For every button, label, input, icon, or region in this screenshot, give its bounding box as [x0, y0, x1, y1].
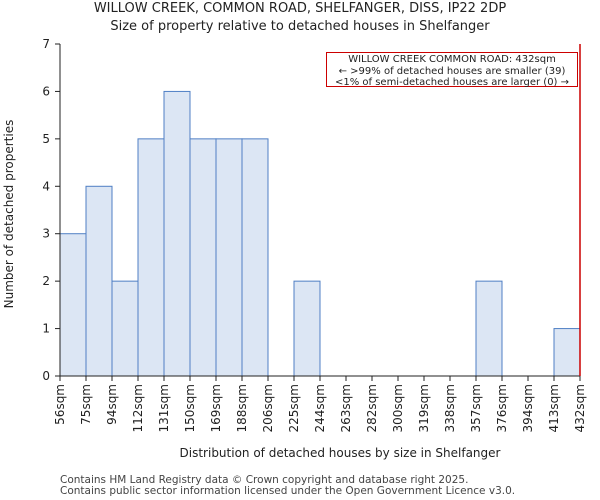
x-tick-label: 394sqm: [521, 384, 535, 432]
annotation-line1: WILLOW CREEK COMMON ROAD: 432sqm: [348, 54, 556, 65]
histogram-bar: [137, 138, 165, 377]
y-tick-label: 7: [42, 37, 50, 51]
chart-title-line2: Size of property relative to detached ho…: [110, 19, 490, 34]
y-tick-label: 3: [42, 227, 50, 241]
footer-copyright: Contains HM Land Registry data © Crown c…: [60, 474, 469, 486]
x-tick-label: 432sqm: [573, 384, 587, 432]
histogram-bar: [85, 185, 113, 377]
x-tick-label: 206sqm: [261, 384, 275, 432]
x-tick-label: 413sqm: [547, 384, 561, 432]
x-tick-label: 282sqm: [365, 384, 379, 432]
x-tick-label: 131sqm: [157, 384, 171, 432]
x-tick-label: 357sqm: [469, 384, 483, 432]
x-tick-label: 338sqm: [443, 384, 457, 432]
x-tick-label: 244sqm: [313, 384, 327, 432]
histogram-bar: [475, 280, 503, 377]
x-axis-label: Distribution of detached houses by size …: [180, 446, 501, 460]
x-tick-label: 75sqm: [79, 384, 93, 425]
y-tick-label: 0: [42, 369, 50, 383]
x-tick-label: 376sqm: [495, 384, 509, 432]
annotation-line3: <1% of semi-detached houses are larger (…: [334, 77, 570, 88]
x-tick-label: 263sqm: [339, 384, 353, 432]
histogram-bar: [189, 138, 217, 377]
y-tick-label: 2: [42, 274, 50, 288]
histogram-bar: [553, 328, 581, 377]
y-tick-label: 6: [42, 84, 50, 98]
histogram-bar: [293, 280, 321, 377]
x-tick-label: 225sqm: [287, 384, 301, 432]
histogram-bar: [215, 138, 243, 377]
x-tick-label: 319sqm: [417, 384, 431, 432]
histogram-bar: [241, 138, 269, 377]
x-tick-label: 188sqm: [235, 384, 249, 432]
x-tick-label: 94sqm: [105, 384, 119, 425]
property-annotation-box: WILLOW CREEK COMMON ROAD: 432sqm ← >99% …: [326, 52, 578, 88]
x-tick-label: 169sqm: [209, 384, 223, 432]
x-tick-label: 150sqm: [183, 384, 197, 432]
histogram-bar: [163, 90, 191, 377]
footer-licence: Contains public sector information licen…: [60, 485, 516, 497]
x-tick-label: 112sqm: [131, 384, 145, 432]
y-tick-label: 1: [42, 322, 50, 336]
y-tick-label: 5: [42, 132, 50, 146]
annotation-line2: ← >99% of detached houses are smaller (3…: [338, 65, 566, 77]
x-tick-label: 56sqm: [53, 384, 67, 425]
y-tick-label: 4: [42, 179, 50, 193]
histogram-bar: [59, 233, 87, 377]
y-axis-label: Number of detached properties: [2, 120, 16, 309]
chart-title-line1: WILLOW CREEK, COMMON ROAD, SHELFANGER, D…: [93, 1, 507, 16]
histogram-bar: [111, 280, 139, 377]
x-tick-label: 300sqm: [391, 384, 405, 432]
